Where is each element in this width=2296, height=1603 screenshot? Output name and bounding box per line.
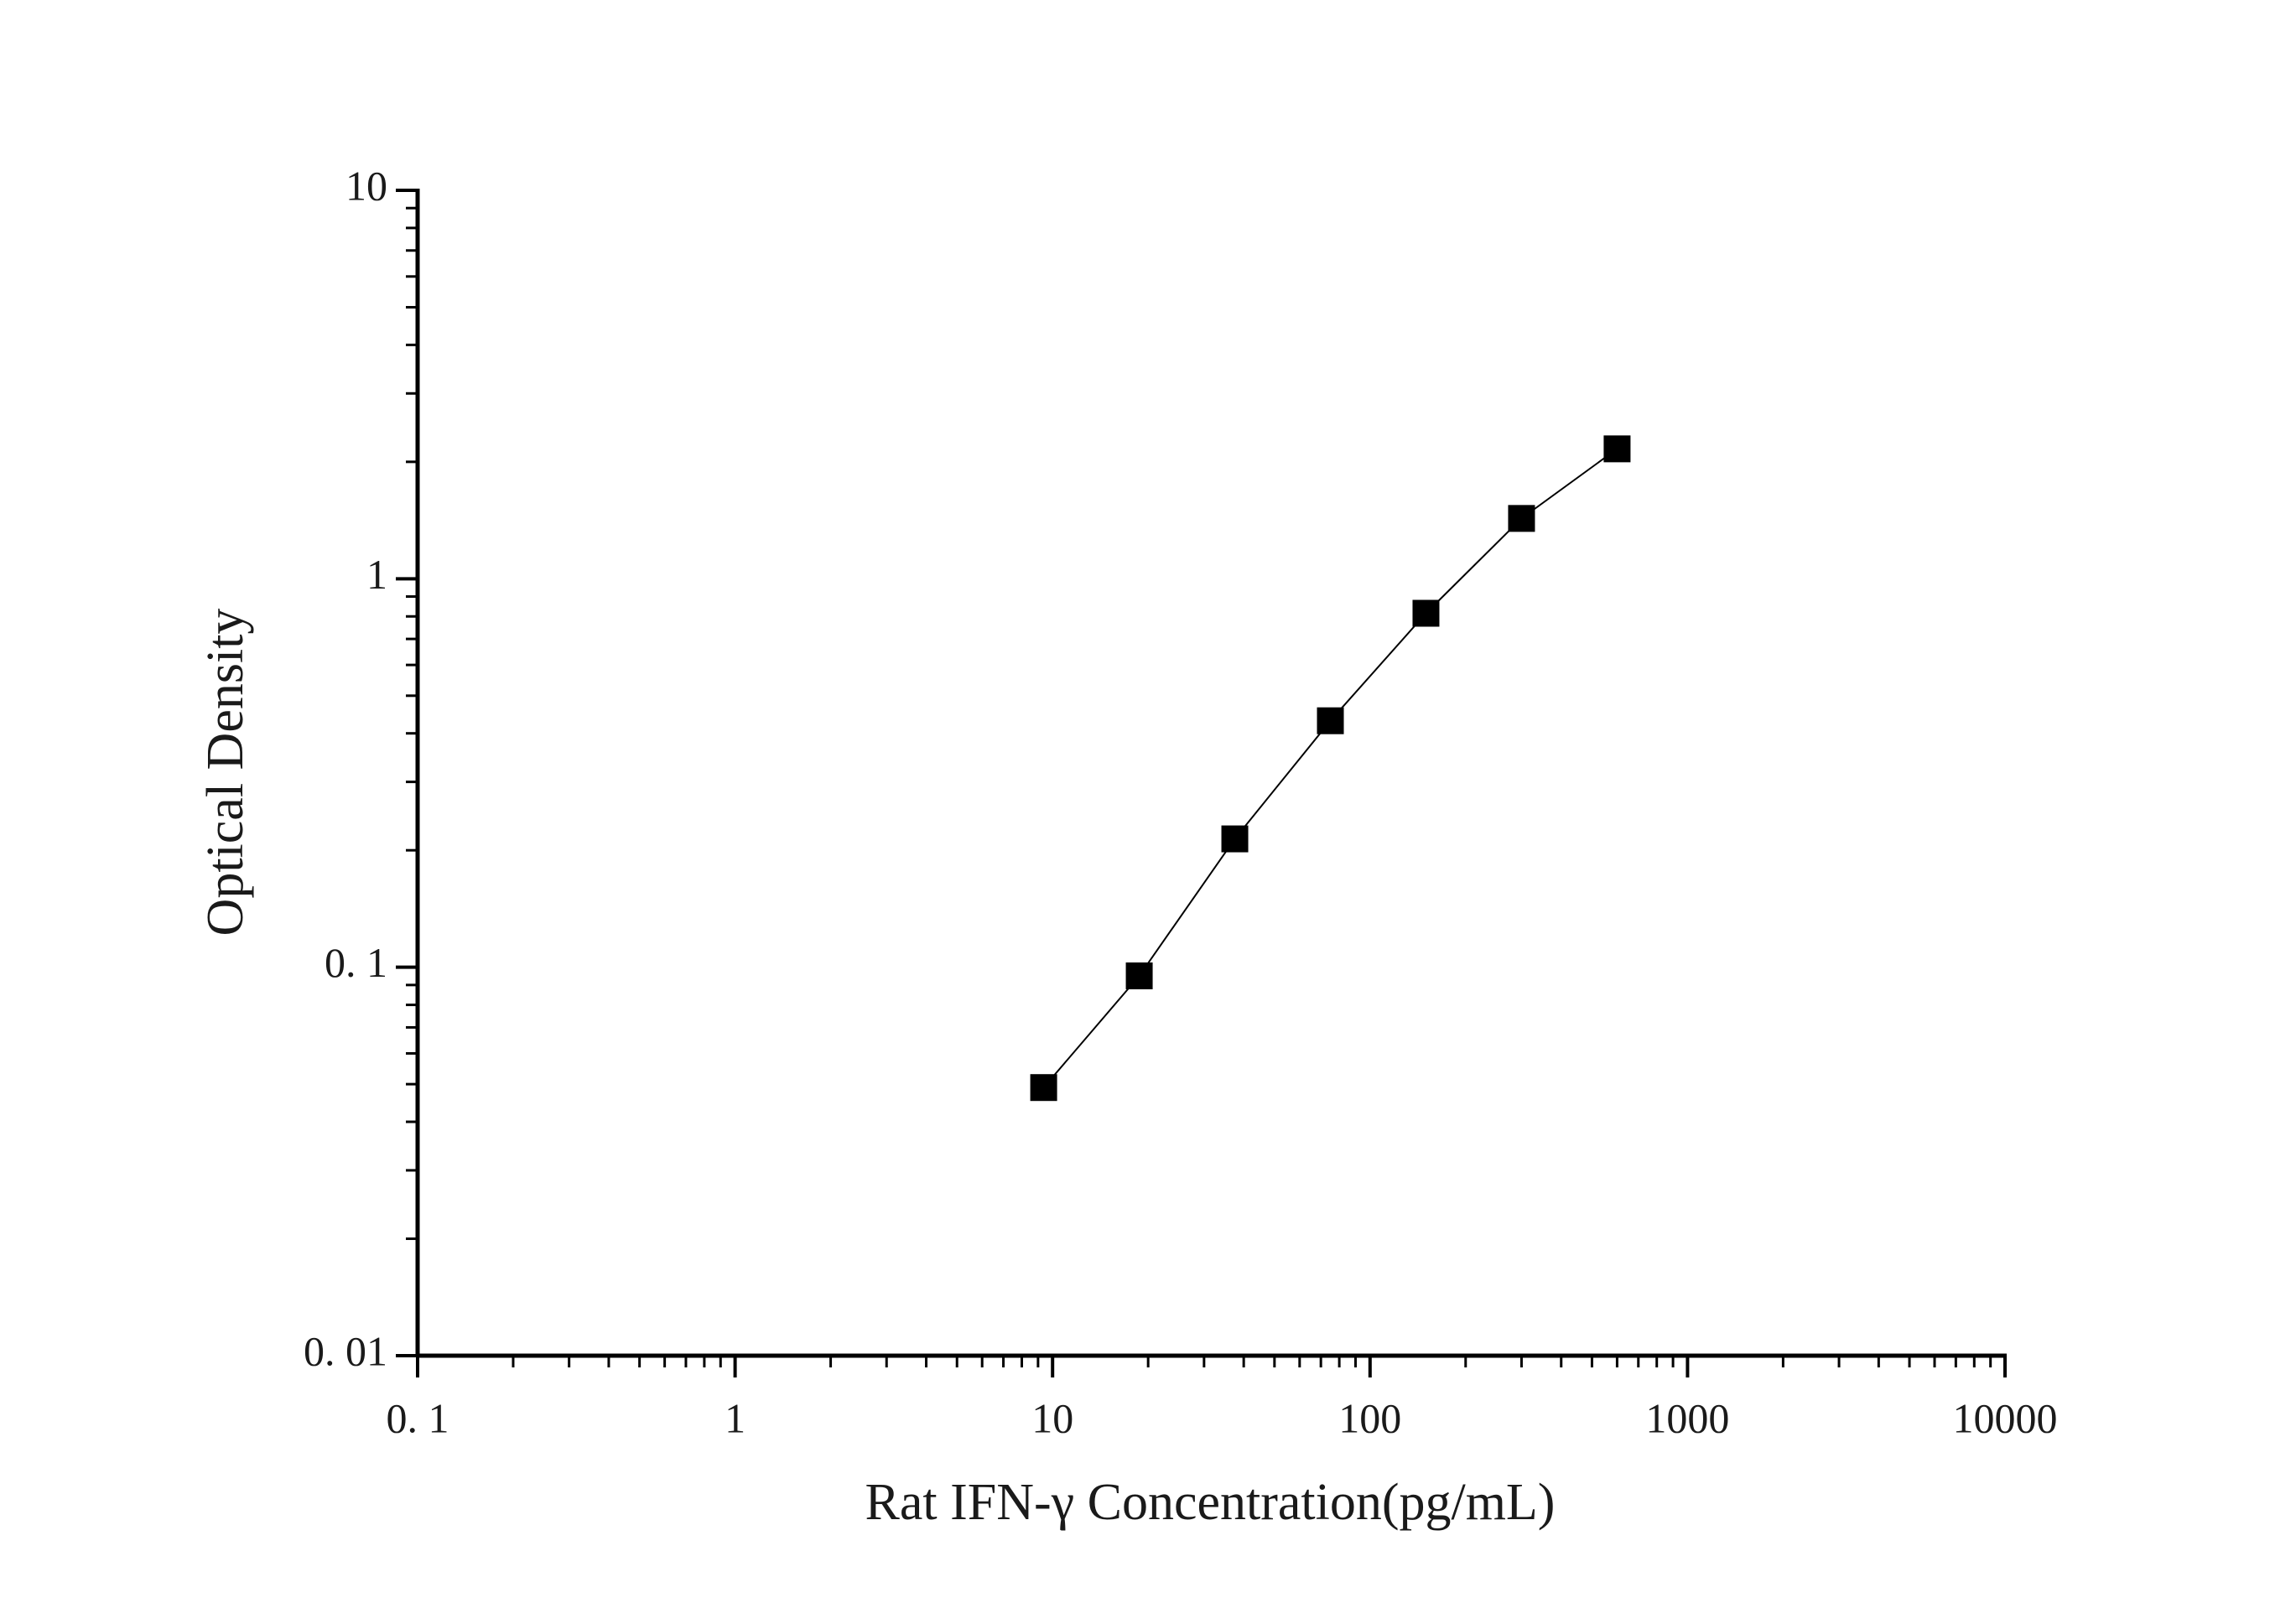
x-axis-title: Rat IFN-γ Concentration(pg/mL) [865, 1474, 1556, 1531]
data-line [1042, 448, 1618, 1088]
x-tick-label: 0. 1 [387, 1394, 449, 1441]
data-point [1603, 435, 1631, 463]
data-point [1317, 707, 1344, 734]
data-point [1030, 1074, 1057, 1102]
x-tick-label: 1000 [1645, 1394, 1729, 1441]
x-tick-label: 100 [1338, 1394, 1401, 1441]
data-point [1412, 599, 1440, 627]
data-point [1125, 962, 1153, 989]
data-point [1221, 825, 1249, 853]
y-axis-title: Optical Density [197, 609, 254, 936]
x-tick-label: 1 [725, 1394, 745, 1441]
data-point [1508, 505, 1535, 532]
y-tick-label: 10 [345, 162, 387, 209]
y-tick-label: 0. 01 [304, 1327, 387, 1374]
y-tick-label: 0. 1 [325, 939, 387, 986]
x-tick-label: 10 [1031, 1394, 1073, 1441]
x-tick-label: 10000 [1953, 1394, 2058, 1441]
y-tick-label: 1 [366, 551, 387, 598]
